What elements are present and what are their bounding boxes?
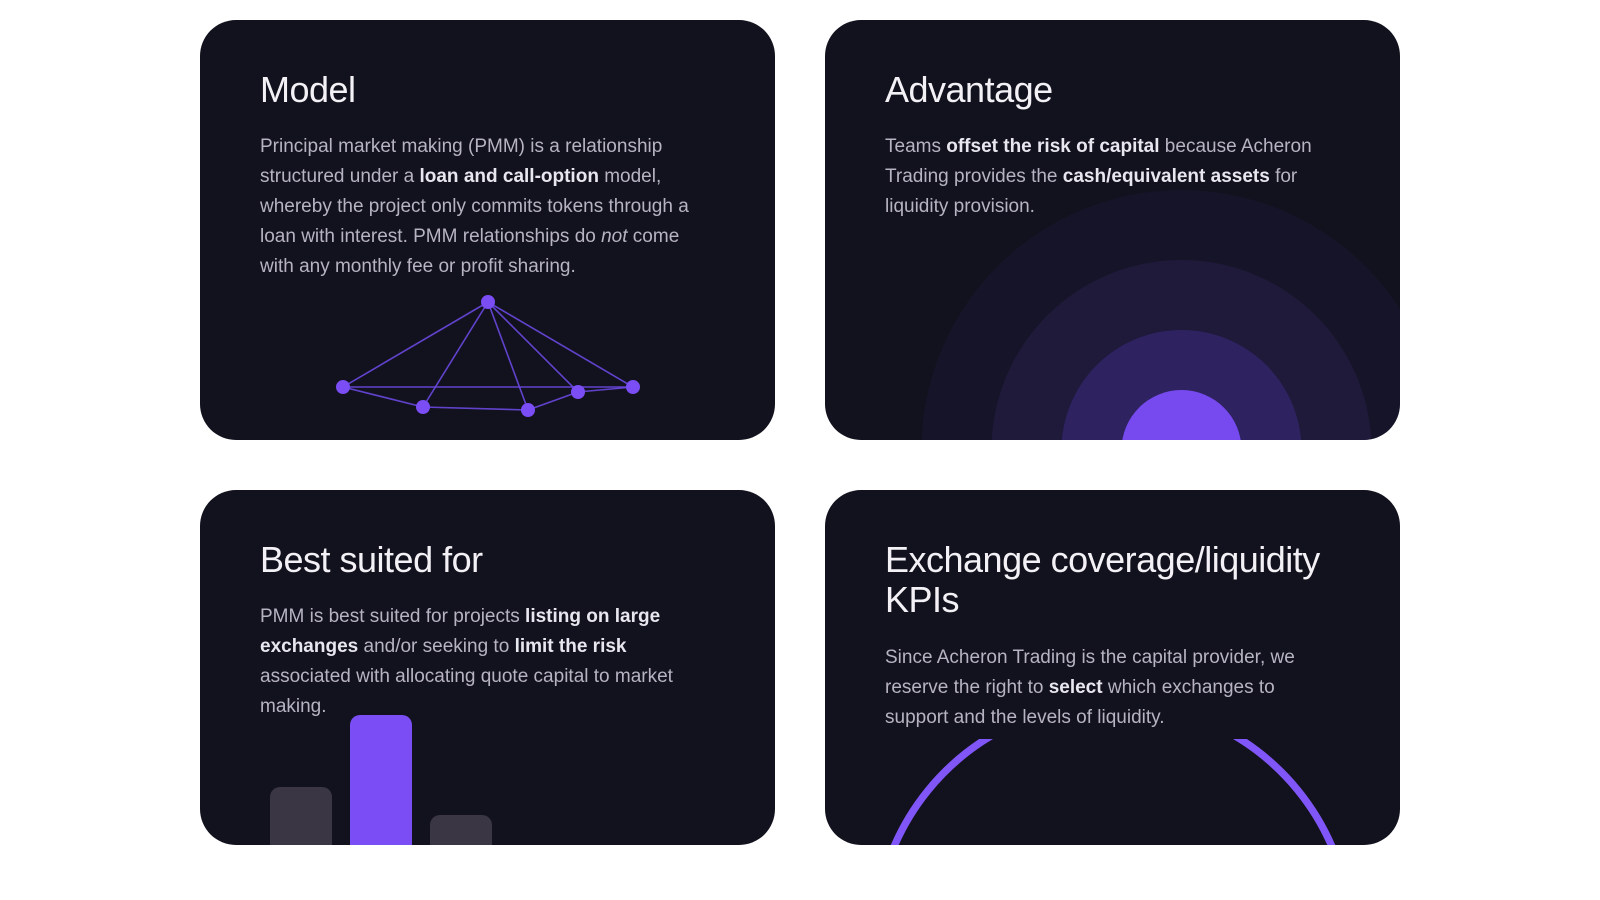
card-exchange: Exchange coverage/liquidity KPIs Since A… <box>825 490 1400 845</box>
card-model: Model Principal market making (PMM) is a… <box>200 20 775 440</box>
card-advantage-title: Advantage <box>885 70 1340 110</box>
card-model-body: Principal market making (PMM) is a relat… <box>260 132 715 282</box>
card-best-title: Best suited for <box>260 540 715 580</box>
card-exchange-title: Exchange coverage/liquidity KPIs <box>885 540 1340 621</box>
bar-chart-icon <box>200 705 560 845</box>
card-advantage: Advantage Teams offset the risk of capit… <box>825 20 1400 440</box>
card-model-title: Model <box>260 70 715 110</box>
network-graphic-icon <box>328 292 648 422</box>
card-best-body: PMM is best suited for projects listing … <box>260 602 715 722</box>
arc-icon <box>853 739 1373 845</box>
cards-grid: Model Principal market making (PMM) is a… <box>200 20 1400 845</box>
card-advantage-body: Teams offset the risk of capital because… <box>885 132 1340 222</box>
card-exchange-body: Since Acheron Trading is the capital pro… <box>885 643 1340 733</box>
card-best: Best suited for PMM is best suited for p… <box>200 490 775 845</box>
page: Model Principal market making (PMM) is a… <box>0 0 1600 900</box>
